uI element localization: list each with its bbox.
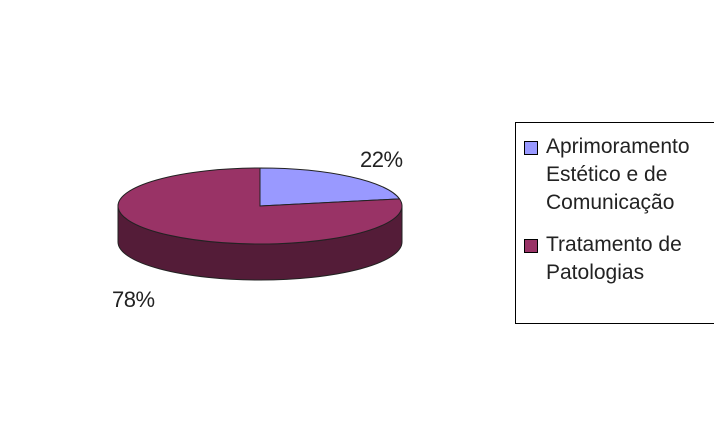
slice-label-aprimoramento: 22% bbox=[360, 147, 403, 172]
legend-label-tratamento: Tratamento de Patologias bbox=[546, 233, 682, 284]
slice-label-tratamento: 78% bbox=[112, 287, 155, 312]
pie-group bbox=[117, 167, 403, 281]
legend-label-aprimoramento: Aprimoramento Estético e de Comunicação bbox=[546, 135, 690, 214]
legend-swatch-aprimoramento bbox=[524, 141, 538, 155]
pie-slice-aprimoramento bbox=[259, 167, 401, 207]
legend: Aprimoramento Estético e de Comunicação … bbox=[515, 122, 714, 324]
legend-swatch-tratamento bbox=[524, 239, 538, 253]
pie-slice-tratamento bbox=[117, 167, 403, 245]
